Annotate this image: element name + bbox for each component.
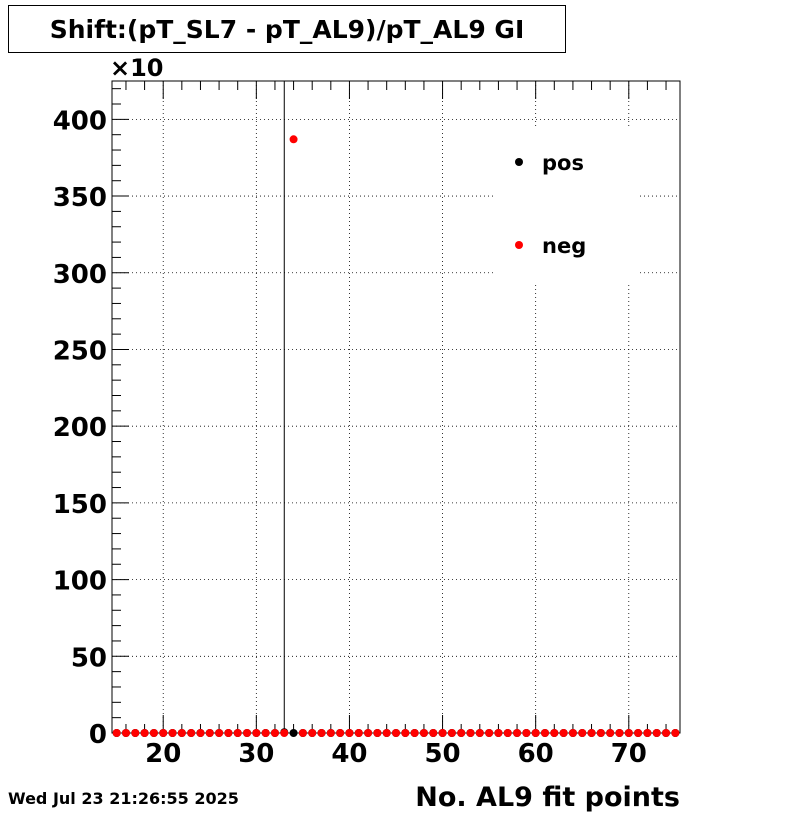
data-point-neg — [606, 729, 615, 737]
data-point-neg — [494, 729, 503, 737]
chart-title: Shift:(pT_SL7 - pT_AL9)/pT_AL9 GI — [8, 5, 566, 53]
data-point-neg — [326, 729, 335, 737]
data-point-neg — [429, 729, 438, 737]
x-tick-label: 60 — [518, 739, 554, 769]
data-point-neg — [643, 729, 652, 737]
data-point-neg — [112, 729, 121, 737]
data-point-neg — [270, 729, 279, 737]
x-tick-label: 50 — [424, 739, 460, 769]
data-point-neg — [121, 729, 130, 737]
axes: 20 30 40 50 60 70 0 50 100 150 200 250 300 350 400 — [53, 80, 681, 769]
data-point-neg — [373, 729, 382, 737]
legend-label-pos: pos — [542, 151, 584, 175]
data-point-neg — [447, 729, 456, 737]
y-tick-label: 350 — [53, 183, 107, 213]
x-tick-label: 70 — [611, 739, 647, 769]
data-point-pos — [289, 729, 298, 737]
data-point-neg — [419, 729, 428, 737]
data-point-neg — [205, 729, 214, 737]
data-point-neg — [392, 729, 400, 737]
data-point-neg — [177, 729, 186, 737]
data-point-neg — [317, 729, 326, 737]
y-tick-label: 100 — [53, 567, 107, 597]
timestamp: Wed Jul 23 21:26:55 2025 — [8, 789, 239, 808]
data-point-neg — [634, 729, 643, 737]
y-tick-label: 300 — [53, 260, 107, 290]
data-point-neg — [540, 729, 549, 737]
data-point-neg — [559, 729, 568, 737]
data-point-neg — [587, 729, 596, 737]
data-point-neg — [438, 729, 447, 737]
data-point-neg — [252, 729, 261, 737]
data-point-neg — [168, 729, 177, 737]
legend-box — [495, 128, 640, 283]
data-point-neg — [457, 729, 466, 737]
x-tick-label: 30 — [238, 739, 274, 769]
data-point-neg — [224, 729, 233, 737]
data-point-neg — [466, 729, 475, 737]
data-point-neg — [215, 729, 224, 737]
data-point-neg — [513, 729, 522, 737]
data-point-neg — [568, 729, 577, 737]
data-point-neg — [485, 729, 494, 737]
data-point-neg — [308, 729, 317, 737]
data-points — [112, 135, 680, 737]
x-axis-label: No. AL9 fit points — [415, 782, 680, 813]
data-point-neg — [596, 729, 605, 737]
data-point-neg — [615, 729, 624, 737]
data-point-neg — [624, 729, 633, 737]
data-point-neg — [280, 729, 289, 737]
data-point-neg — [233, 729, 242, 737]
data-point-neg — [410, 729, 419, 737]
y-tick-label: 250 — [53, 336, 107, 366]
legend-marker-pos — [515, 158, 523, 166]
data-point-neg — [503, 729, 512, 737]
data-point-neg — [662, 729, 671, 737]
data-point-neg — [401, 729, 410, 737]
data-point-neg — [550, 729, 559, 737]
data-point-neg — [531, 729, 540, 737]
x-tick-label: 40 — [331, 739, 367, 769]
data-point-neg — [652, 729, 661, 737]
data-point-neg — [345, 729, 354, 737]
data-point-neg — [289, 135, 298, 144]
legend: pos neg — [495, 128, 640, 283]
y-tick-label: 400 — [53, 106, 107, 136]
data-point-neg — [196, 729, 205, 737]
legend-marker-neg — [515, 241, 523, 249]
data-point-neg — [336, 729, 345, 737]
legend-label-neg: neg — [542, 234, 586, 258]
data-point-neg — [354, 729, 363, 737]
x-tick-label: 20 — [145, 739, 181, 769]
data-point-neg — [159, 729, 168, 737]
data-point-neg — [298, 729, 307, 737]
data-point-neg — [149, 729, 158, 737]
data-point-neg — [243, 729, 252, 737]
data-point-neg — [140, 729, 149, 737]
data-point-neg — [522, 729, 531, 737]
y-multiplier: ×10 — [110, 54, 164, 82]
data-point-neg — [131, 729, 140, 737]
y-tick-label: 150 — [53, 490, 107, 520]
data-point-neg — [578, 729, 587, 737]
data-point-neg — [382, 729, 391, 737]
data-point-neg — [364, 729, 373, 737]
y-tick-label: 200 — [53, 413, 107, 443]
data-point-neg — [671, 729, 680, 737]
data-point-neg — [475, 729, 484, 737]
data-point-neg — [187, 729, 196, 737]
y-tick-label: 50 — [71, 643, 107, 673]
y-tick-label: 0 — [89, 720, 107, 750]
data-point-neg — [261, 729, 270, 737]
